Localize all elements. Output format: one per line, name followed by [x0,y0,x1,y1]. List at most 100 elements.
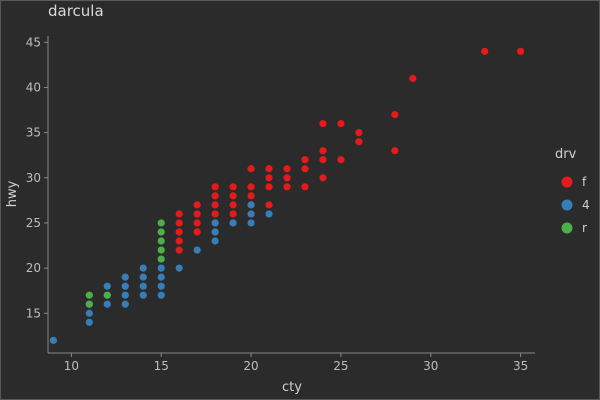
data-point-4 [139,282,147,290]
data-point-f [391,147,399,155]
data-point-4 [139,264,147,272]
data-point-4 [211,219,219,227]
data-point-4 [103,282,111,290]
legend-items: f 4 r [561,175,590,235]
data-point-f [301,165,309,173]
data-point-f [337,120,345,128]
data-point-f [283,174,291,182]
data-point-4 [211,237,219,245]
data-point-f [193,210,201,218]
axes [47,36,535,354]
data-point-r [85,291,93,299]
data-point-r [157,219,165,227]
data-point-f [175,210,183,218]
legend-key-f [561,176,573,188]
data-point-4 [121,282,129,290]
data-point-f [355,138,363,146]
y-tick-label: 20 [26,261,41,275]
data-point-f [175,228,183,236]
data-point-f [229,210,237,218]
legend-label-4: 4 [582,198,590,212]
data-point-f [265,201,273,209]
x-tick-label: 10 [64,359,79,373]
data-point-f [319,156,327,164]
y-tick-label: 45 [26,35,41,49]
data-point-f [193,228,201,236]
y-tick-label: 35 [26,126,41,140]
data-point-f [229,201,237,209]
data-point-f [319,120,327,128]
data-point-f [193,219,201,227]
legend-label-f: f [582,175,587,189]
data-point-f [265,165,273,173]
x-tick-label: 15 [154,359,169,373]
data-point-r [85,300,93,308]
y-tick-label: 25 [26,216,41,230]
x-axis-title: cty [282,380,302,395]
data-point-f [175,219,183,227]
data-point-f [211,192,219,200]
data-point-4 [247,210,255,218]
data-point-f [211,210,219,218]
data-point-f [355,129,363,137]
data-point-f [229,183,237,191]
data-point-r [157,255,165,263]
data-point-4 [85,309,93,317]
data-point-f [319,147,327,155]
data-point-f [247,192,255,200]
data-point-4 [157,291,165,299]
data-point-r [103,291,111,299]
y-tick-label: 40 [26,80,41,94]
data-point-f [247,183,255,191]
data-point-f [301,183,309,191]
legend-key-4 [561,199,573,211]
chart-title: darcula [48,2,104,20]
data-point-r [157,228,165,236]
x-tick-label: 35 [513,359,528,373]
data-point-4 [229,219,237,227]
data-point-f [391,110,399,119]
legend-title: drv [555,147,577,162]
data-point-4 [85,318,93,326]
data-point-4 [265,210,273,218]
data-point-f [265,174,273,182]
y-tick-label: 30 [26,171,41,185]
data-point-f [193,201,201,209]
x-tick-label: 25 [333,359,348,373]
legend-label-r: r [582,221,587,235]
data-point-4 [49,336,57,344]
data-point-f [229,192,237,200]
x-tick-label: 30 [423,359,438,373]
data-point-r [157,246,165,254]
legend-key-r [561,222,573,234]
data-point-4 [247,201,255,209]
x-ticks: 10 15 20 25 30 35 [64,353,528,373]
data-point-f [175,246,183,254]
y-ticks: 15 20 25 30 35 40 45 [26,35,48,320]
data-point-4 [121,291,129,299]
data-point-f [265,183,273,191]
data-point-f [211,183,219,191]
data-point-f [301,156,309,164]
data-point-f [211,201,219,209]
y-tick-label: 15 [26,306,41,320]
data-point-f [283,183,291,191]
legend: drv f 4 r [555,147,590,235]
data-point-r [157,237,165,245]
data-point-4 [175,264,183,272]
data-point-4 [193,246,201,254]
data-point-4 [139,273,147,281]
data-point-4 [247,219,255,227]
data-point-f [283,165,291,173]
y-axis-title: hwy [5,180,20,207]
data-point-4 [121,273,129,281]
data-point-f [337,156,345,164]
data-point-4 [121,300,129,308]
data-point-f [319,174,327,182]
data-point-4 [139,291,147,299]
data-points [49,47,525,344]
x-tick-label: 20 [243,359,258,373]
data-point-f [481,47,489,55]
data-point-f [409,74,417,83]
